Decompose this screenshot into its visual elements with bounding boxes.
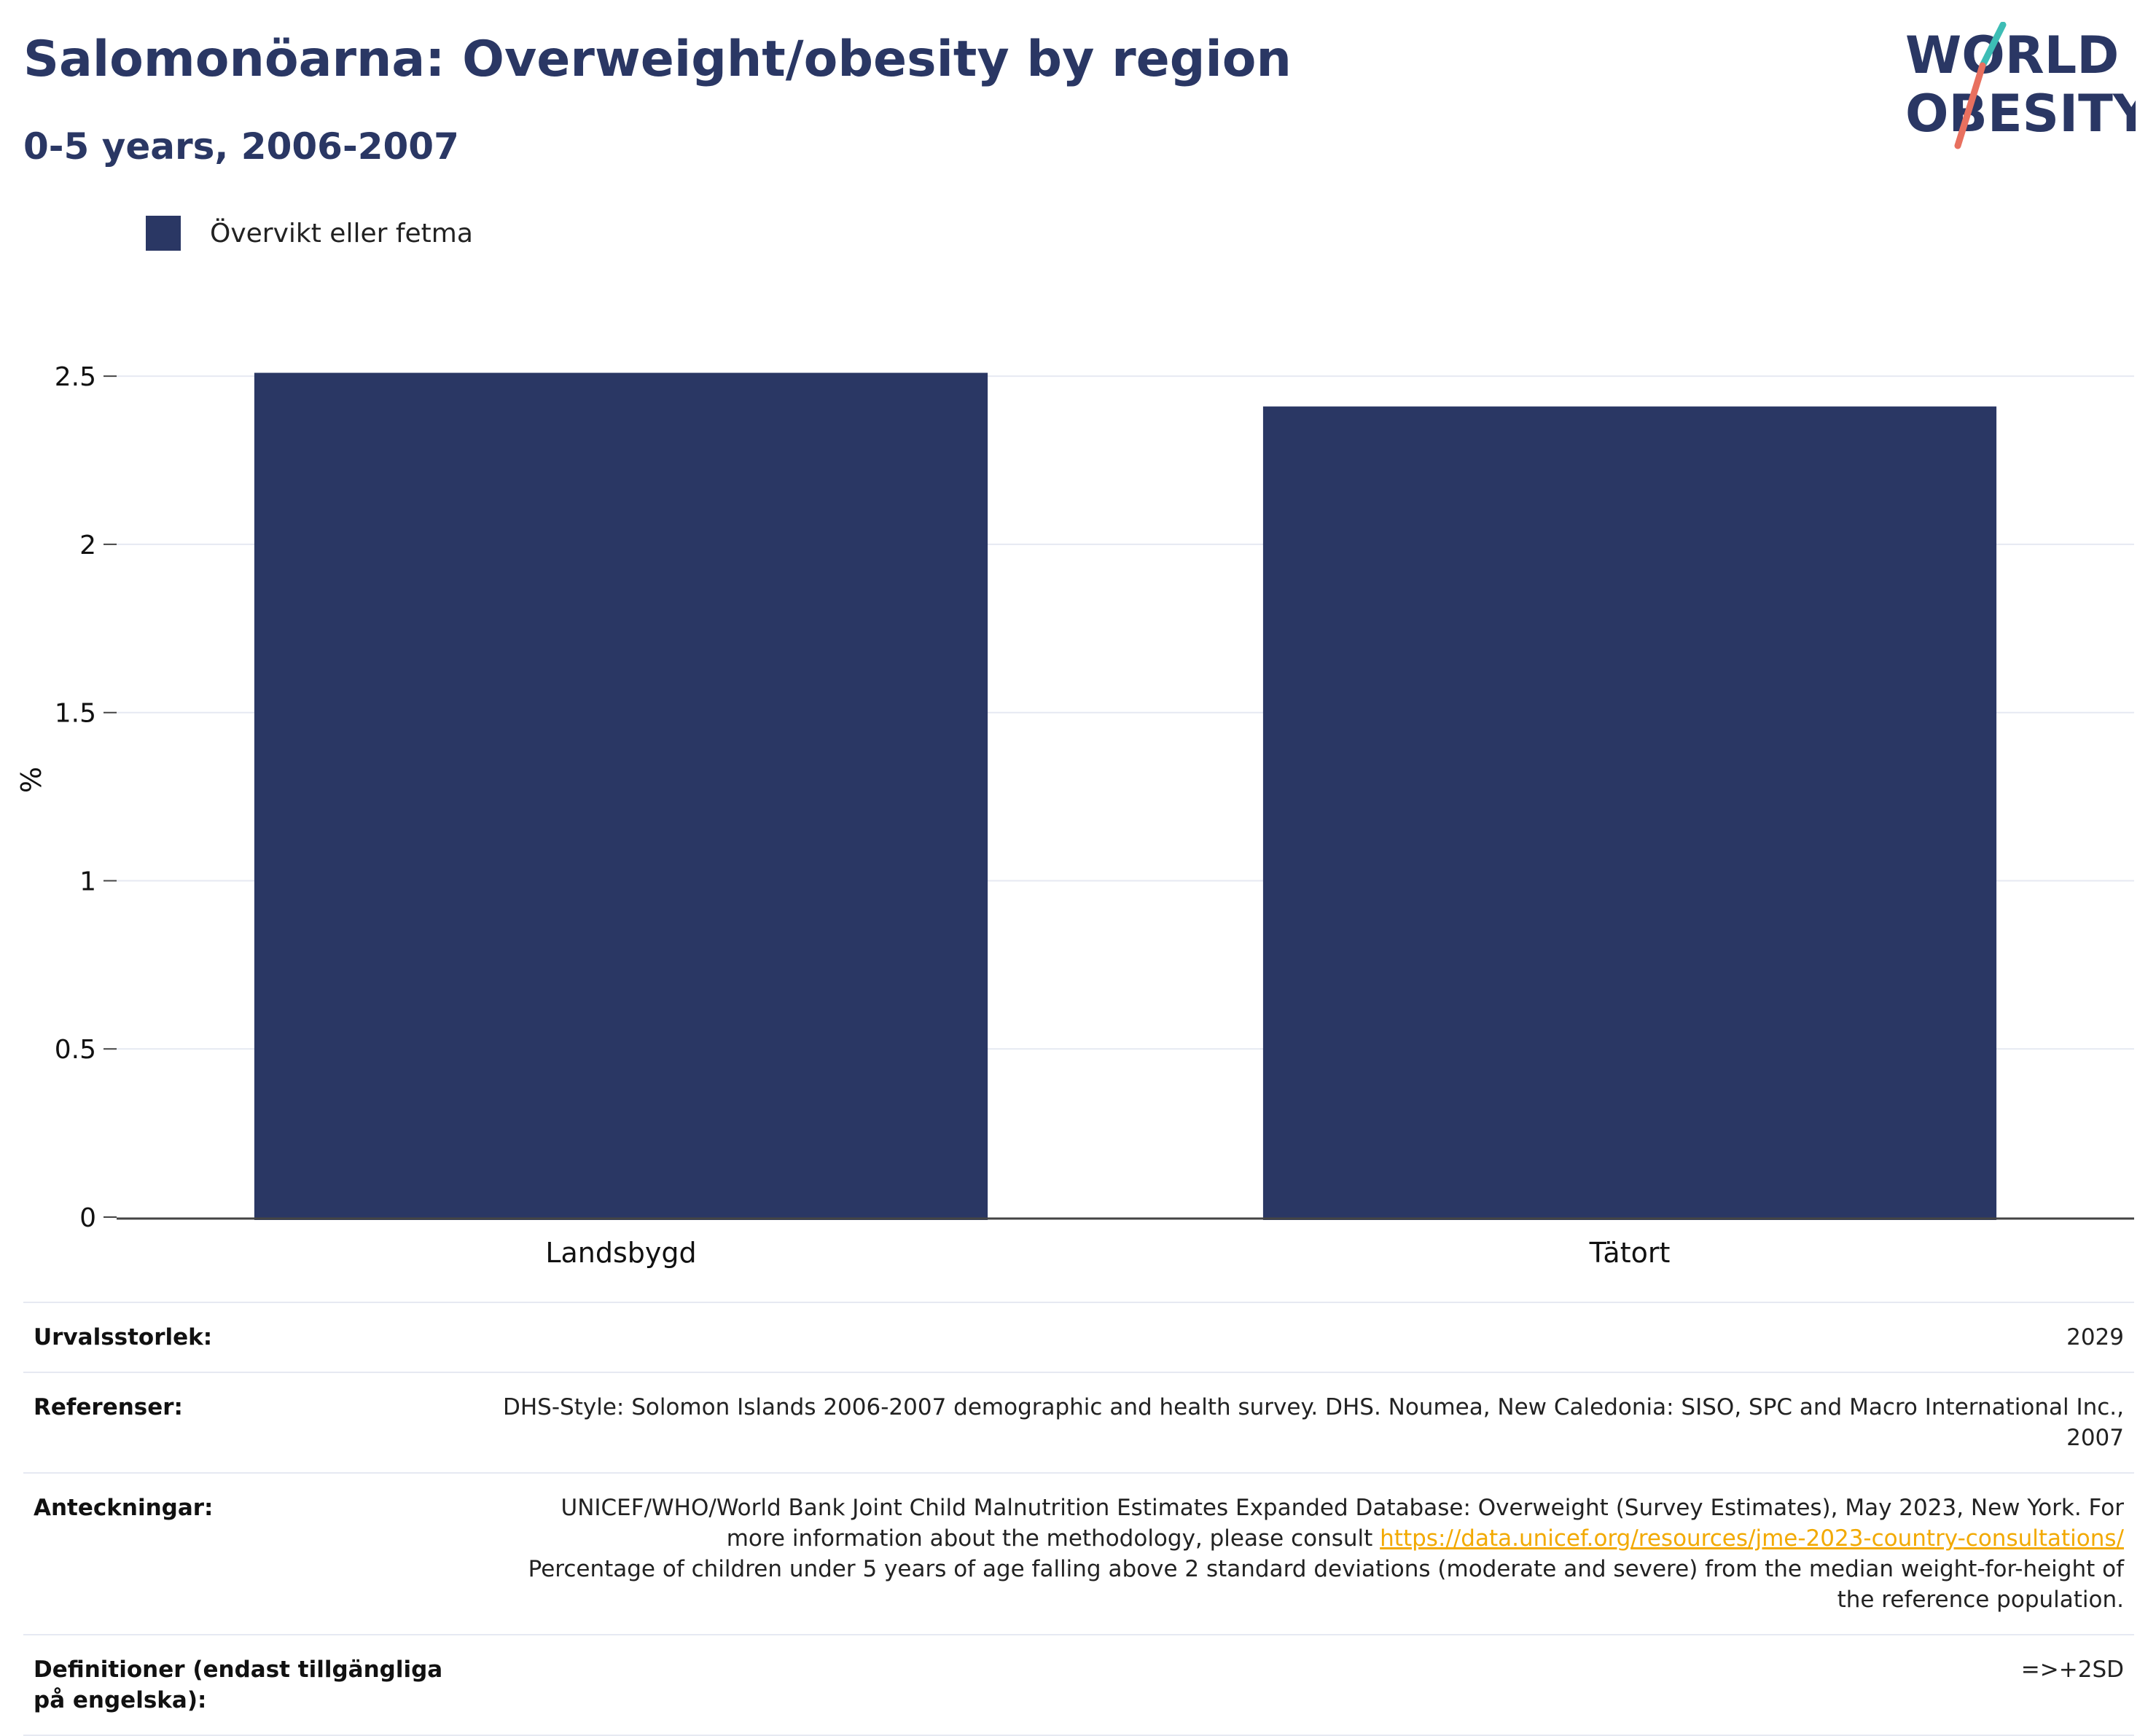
logo-slash-teal	[1979, 22, 2007, 69]
notes-definition-text: Percentage of children under 5 years of …	[528, 1556, 2124, 1613]
sample-size-value: 2029	[490, 1302, 2134, 1373]
chart-legend[interactable]: Övervikt eller fetma	[146, 216, 473, 251]
metadata-table: Urvalsstorlek: 2029 Referenser: DHS-Styl…	[23, 1302, 2134, 1736]
references-label: Referenser:	[23, 1372, 490, 1474]
table-row-sample-size: Urvalsstorlek: 2029	[23, 1302, 2134, 1373]
y-tick-label: 0.5	[55, 1035, 96, 1065]
world-obesity-logo: WORLD OBESITY	[1905, 22, 2136, 149]
definitions-label: Definitioner (endast tillgängliga på eng…	[23, 1634, 490, 1736]
y-tick-label: 0	[79, 1203, 96, 1233]
legend-label: Övervikt eller fetma	[210, 218, 473, 249]
bar-chart: 0 0.5 1 1.5 2 2.5 Landsbygd Tätort %	[15, 362, 2134, 1269]
chart-title: Salomonöarna: Overweight/obesity by regi…	[23, 31, 1292, 88]
logo-word-obesity: OBESITY	[1905, 84, 2136, 144]
sample-size-label: Urvalsstorlek:	[23, 1302, 490, 1373]
references-value: DHS-Style: Solomon Islands 2006-2007 dem…	[490, 1372, 2134, 1474]
y-axis-title: %	[15, 767, 47, 793]
methodology-link[interactable]: https://data.unicef.org/resources/jme-20…	[1380, 1525, 2124, 1552]
bar-landsbygd[interactable]	[254, 372, 988, 1220]
y-tick-label: 2	[79, 531, 96, 560]
notes-value: UNICEF/WHO/World Bank Joint Child Malnut…	[490, 1472, 2134, 1635]
y-tick-label: 1	[79, 867, 96, 896]
y-tick-label: 1.5	[55, 699, 96, 729]
logo-slash-coral	[1954, 62, 1986, 149]
table-row-definitions: Definitioner (endast tillgängliga på eng…	[23, 1634, 2134, 1736]
x-tick-label: Landsbygd	[545, 1237, 696, 1269]
x-tick-label: Tätort	[1589, 1237, 1671, 1269]
definitions-value: =>+2SD	[490, 1634, 2134, 1736]
notes-label: Anteckningar:	[23, 1472, 490, 1635]
y-axis-ticks: 0 0.5 1 1.5 2 2.5	[55, 362, 117, 1233]
bars	[254, 372, 1997, 1220]
x-axis-labels: Landsbygd Tätort	[545, 1237, 1670, 1269]
table-row-notes: Anteckningar: UNICEF/WHO/World Bank Join…	[23, 1472, 2134, 1635]
logo-word-world: WORLD	[1905, 26, 2119, 85]
bar-tätort[interactable]	[1262, 406, 1997, 1220]
legend-swatch	[146, 216, 181, 251]
notes-text: UNICEF/WHO/World Bank Joint Child Malnut…	[561, 1495, 2125, 1552]
chart-subtitle: 0-5 years, 2006-2007	[23, 125, 459, 168]
table-row-references: Referenser: DHS-Style: Solomon Islands 2…	[23, 1372, 2134, 1474]
y-tick-label: 2.5	[55, 362, 96, 392]
